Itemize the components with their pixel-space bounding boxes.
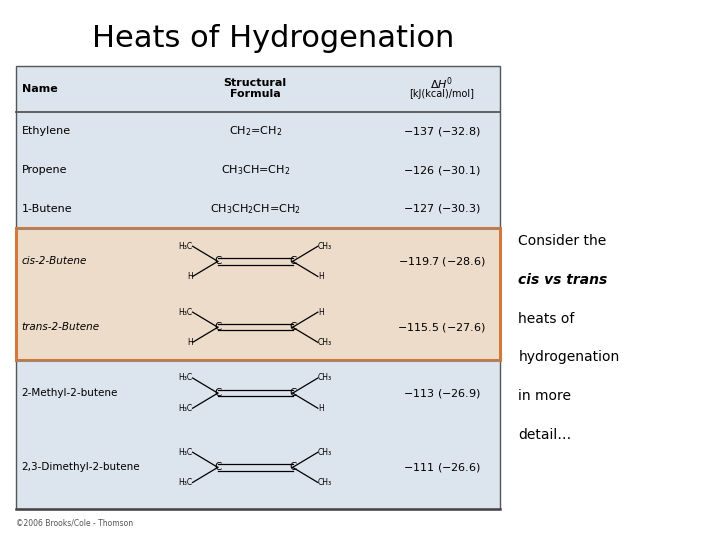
Text: CH₃: CH₃ <box>318 478 332 487</box>
Text: C: C <box>214 256 222 266</box>
Text: Name: Name <box>22 84 58 94</box>
Text: H: H <box>318 308 323 316</box>
Text: C: C <box>289 322 297 332</box>
Text: Ethylene: Ethylene <box>22 126 71 136</box>
Text: 1-Butene: 1-Butene <box>22 204 72 214</box>
Text: Consider the: Consider the <box>518 234 607 248</box>
Text: cis vs trans: cis vs trans <box>518 273 608 287</box>
Text: H₃C: H₃C <box>179 308 193 316</box>
Text: hydrogenation: hydrogenation <box>518 350 620 365</box>
Text: H: H <box>187 338 193 347</box>
Text: $\Delta H^0$: $\Delta H^0$ <box>430 75 454 92</box>
Text: $-$126 ($-$30.1): $-$126 ($-$30.1) <box>402 164 481 177</box>
Text: H₃C: H₃C <box>179 242 193 251</box>
Text: C: C <box>289 388 297 398</box>
Text: heats of: heats of <box>518 312 575 326</box>
Text: H₃C: H₃C <box>179 448 193 457</box>
Text: 2-Methyl-2-butene: 2-Methyl-2-butene <box>22 388 118 398</box>
Text: CH₃: CH₃ <box>318 338 332 347</box>
Text: H₃C: H₃C <box>179 374 193 382</box>
Text: H₃C: H₃C <box>179 404 193 413</box>
Text: trans-2-Butene: trans-2-Butene <box>22 322 100 332</box>
Text: $-$137 ($-$32.8): $-$137 ($-$32.8) <box>403 125 480 138</box>
Text: H: H <box>318 272 323 281</box>
Text: Formula: Formula <box>230 89 281 99</box>
Text: [kJ(kcal)/mol]: [kJ(kcal)/mol] <box>409 89 474 99</box>
Text: $-$119.7 ($-$28.6): $-$119.7 ($-$28.6) <box>398 255 485 268</box>
Text: C: C <box>289 256 297 266</box>
Text: C: C <box>214 462 222 472</box>
Text: $-$111 ($-$26.6): $-$111 ($-$26.6) <box>402 461 481 474</box>
Text: C: C <box>214 322 222 332</box>
Text: CH₃: CH₃ <box>318 242 332 251</box>
Text: cis-2-Butene: cis-2-Butene <box>22 256 87 266</box>
Text: Structural: Structural <box>224 78 287 89</box>
Text: Propene: Propene <box>22 165 67 175</box>
FancyBboxPatch shape <box>16 66 500 509</box>
Text: CH$_3$CH$_2$CH=CH$_2$: CH$_3$CH$_2$CH=CH$_2$ <box>210 202 301 216</box>
Text: CH₃: CH₃ <box>318 448 332 457</box>
Text: $-$113 ($-$26.9): $-$113 ($-$26.9) <box>402 387 481 400</box>
Text: H: H <box>318 404 323 413</box>
Text: 2,3-Dimethyl-2-butene: 2,3-Dimethyl-2-butene <box>22 462 140 472</box>
Text: C: C <box>289 462 297 472</box>
Text: in more: in more <box>518 389 572 403</box>
Text: $-$127 ($-$30.3): $-$127 ($-$30.3) <box>402 202 481 215</box>
Text: CH$_3$CH=CH$_2$: CH$_3$CH=CH$_2$ <box>220 163 290 177</box>
Text: C: C <box>214 388 222 398</box>
Text: ©2006 Brooks/Cole - Thomson: ©2006 Brooks/Cole - Thomson <box>16 518 133 528</box>
Text: CH$_2$=CH$_2$: CH$_2$=CH$_2$ <box>229 124 282 138</box>
Text: H: H <box>187 272 193 281</box>
Text: CH₃: CH₃ <box>318 374 332 382</box>
Text: H₃C: H₃C <box>179 478 193 487</box>
FancyBboxPatch shape <box>16 228 500 360</box>
Text: Heats of Hydrogenation: Heats of Hydrogenation <box>92 24 455 53</box>
Text: $-$115.5 ($-$27.6): $-$115.5 ($-$27.6) <box>397 321 486 334</box>
Text: detail…: detail… <box>518 428 572 442</box>
